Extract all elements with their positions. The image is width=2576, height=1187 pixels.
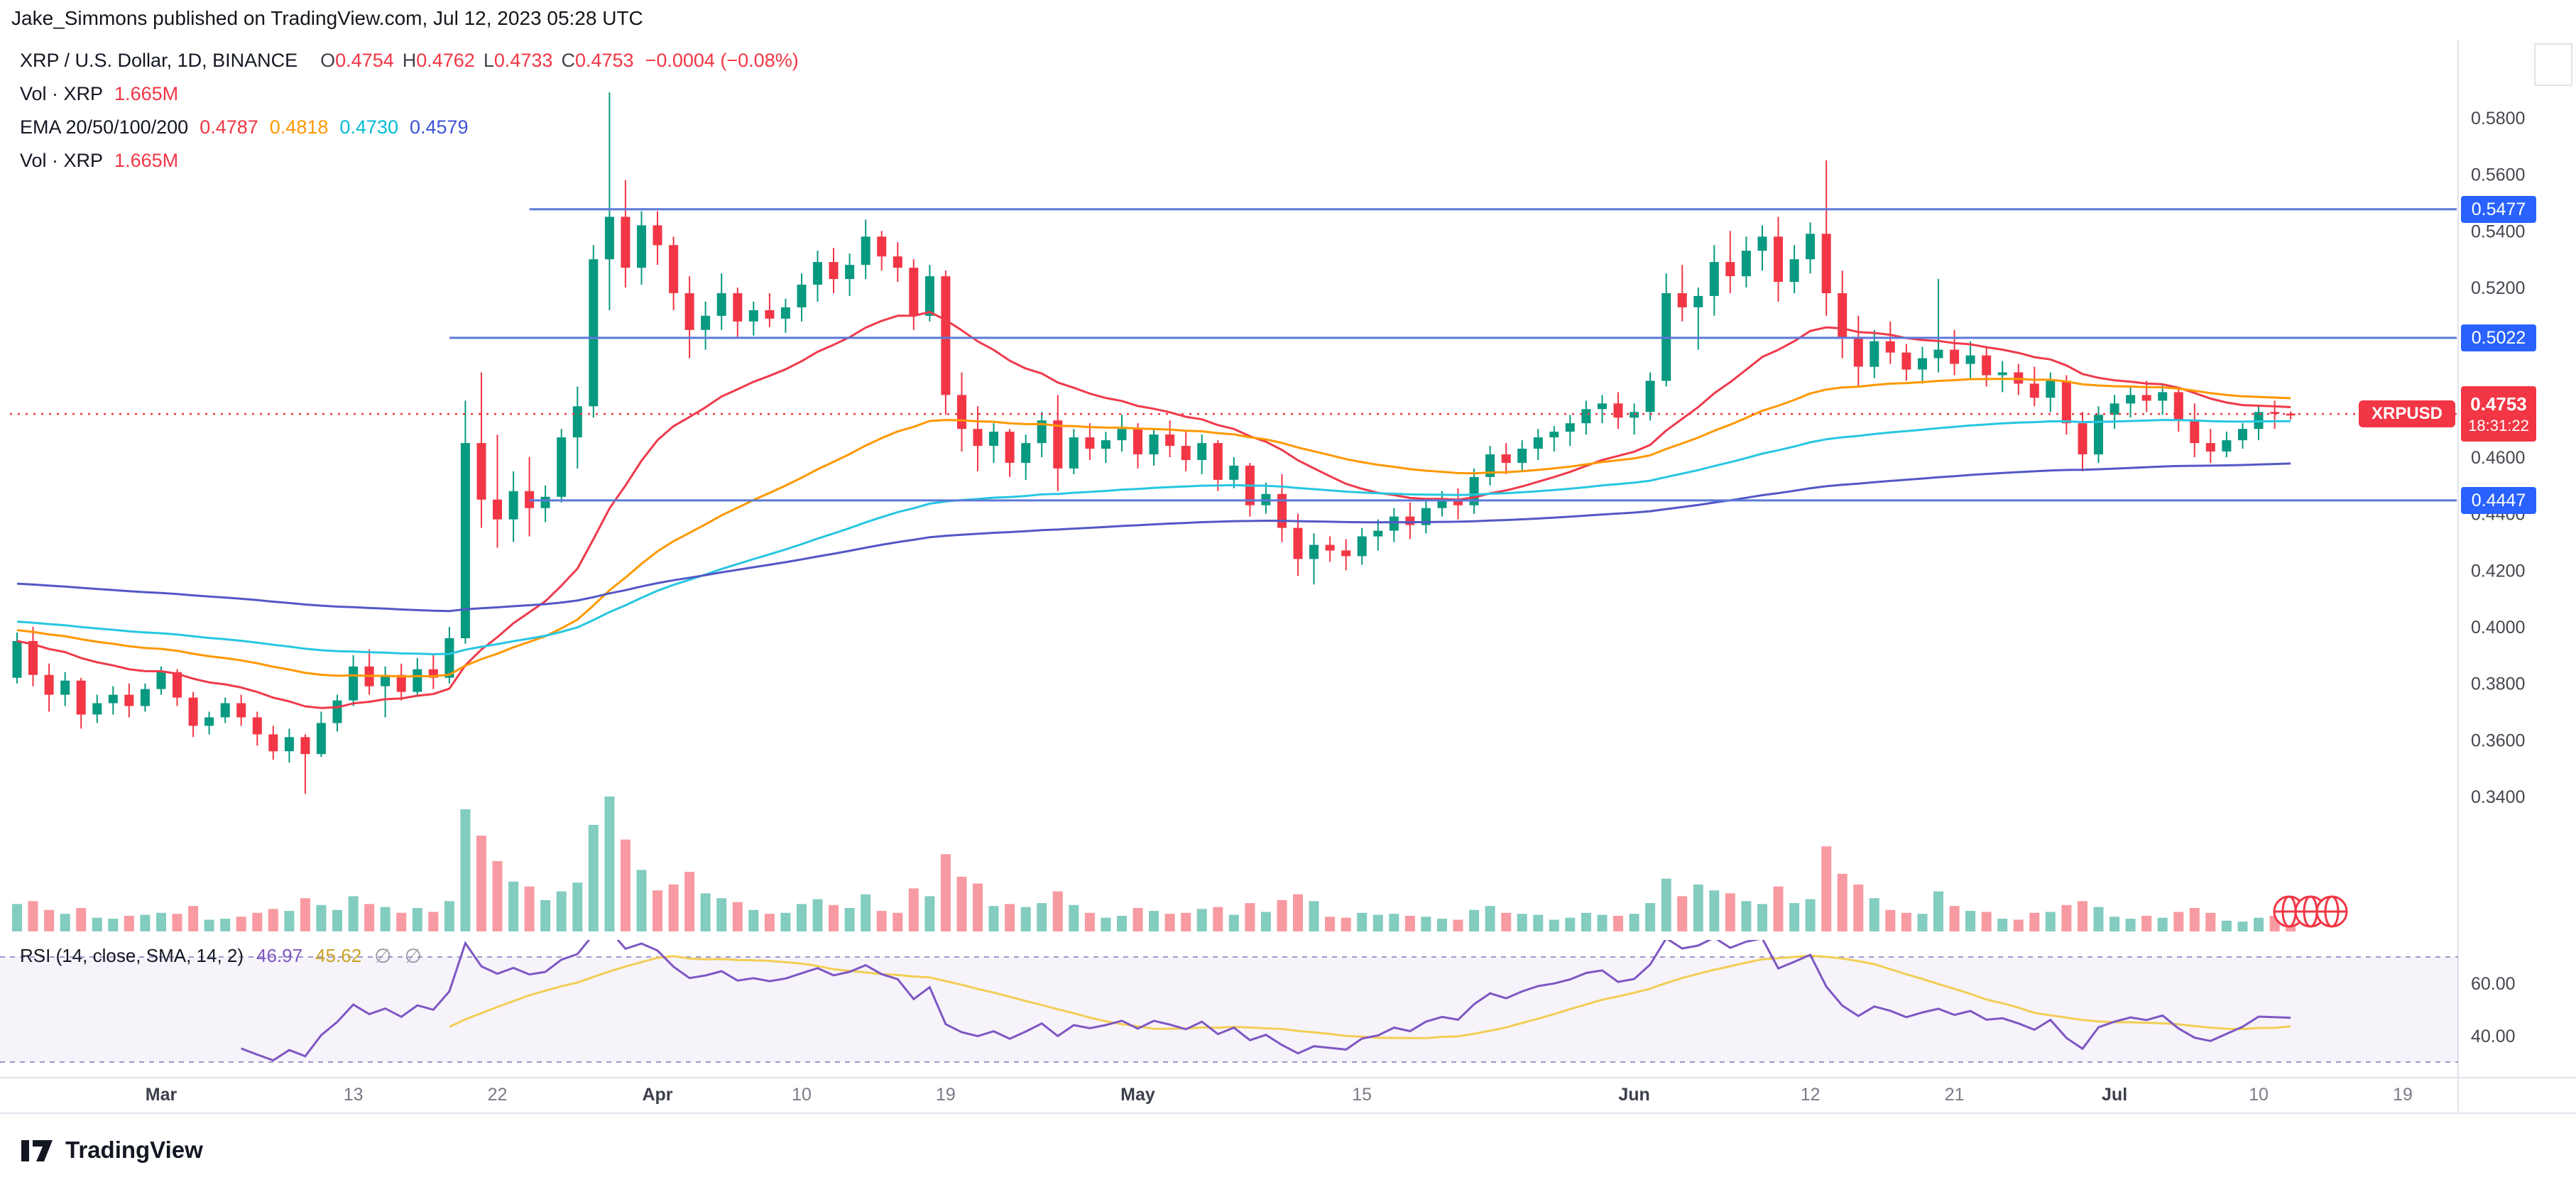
author-name: Jake_Simmons xyxy=(11,7,148,29)
svg-text:0.4800: 0.4800 xyxy=(2471,391,2525,411)
ema20-value: 0.4787 xyxy=(200,116,258,138)
svg-text:22: 22 xyxy=(488,1085,508,1105)
publish-info: published on TradingView.com, Jul 12, 20… xyxy=(147,7,643,29)
separators xyxy=(0,40,2576,1114)
ema-legend-row[interactable]: EMA 20/50/100/200 0.4787 0.4818 0.4730 0… xyxy=(20,111,799,144)
chart-legend: XRP / U.S. Dollar, 1D, BINANCE O 0.4754 H… xyxy=(20,44,799,177)
svg-text:0.5600: 0.5600 xyxy=(2471,165,2525,185)
svg-text:12: 12 xyxy=(1801,1085,1821,1105)
svg-text:0.4000: 0.4000 xyxy=(2471,618,2525,638)
rsi-legend[interactable]: RSI (14, close, SMA, 14, 2) 46.97 45.62 … xyxy=(20,944,422,968)
svg-text:19: 19 xyxy=(2393,1085,2413,1105)
volume-value: 1.665M xyxy=(114,83,179,104)
ema100-value: 0.4730 xyxy=(339,116,398,138)
symbol-legend-row[interactable]: XRP / U.S. Dollar, 1D, BINANCE O 0.4754 H… xyxy=(20,44,799,77)
close-value: 0.4753 xyxy=(574,50,634,71)
volume2-value: 1.665M xyxy=(114,150,179,171)
time-axis: Mar 13 22 Apr 10 19 May 15 Jun 12 21 Jul 10 19 xyxy=(146,1085,2413,1105)
svg-text:0.3400: 0.3400 xyxy=(2471,787,2525,807)
svg-text:0.4200: 0.4200 xyxy=(2471,561,2525,581)
candles xyxy=(12,92,2296,794)
svg-text:13: 13 xyxy=(344,1085,364,1105)
support-resistance-lines xyxy=(449,208,2457,502)
publish-header: Jake_Simmons published on TradingView.co… xyxy=(11,7,643,30)
ema50-value: 0.4818 xyxy=(269,116,329,138)
low-value: 0.4733 xyxy=(493,50,553,71)
rsi-empty-badge-icon: ∅ xyxy=(374,945,392,967)
svg-text:0.5000: 0.5000 xyxy=(2471,335,2525,355)
close-label: C xyxy=(561,50,575,71)
high-label: H xyxy=(402,50,417,71)
rsi-line xyxy=(241,940,2291,1062)
change-value: −0.0004 (−0.08%) xyxy=(645,50,799,71)
svg-text:Mar: Mar xyxy=(146,1085,178,1105)
volume-legend-row[interactable]: Vol · XRP 1.665M xyxy=(20,77,799,111)
rsi-pane xyxy=(0,940,2458,1063)
svg-text:Jun: Jun xyxy=(1618,1085,1649,1105)
price-axis: 0.5800 0.5600 0.5400 0.5200 0.5000 0.4800 0.46… xyxy=(2471,109,2525,1046)
svg-text:0.5200: 0.5200 xyxy=(2471,278,2525,298)
svg-text:May: May xyxy=(1120,1085,1155,1105)
open-label: O xyxy=(320,50,336,71)
svg-text:Apr: Apr xyxy=(642,1085,672,1105)
rsi-value: 46.97 xyxy=(256,945,303,966)
svg-text:0.4600: 0.4600 xyxy=(2471,448,2525,468)
symbol-title[interactable]: XRP / U.S. Dollar, 1D, BINANCE xyxy=(20,50,298,71)
svg-text:0.3600: 0.3600 xyxy=(2471,731,2525,750)
tradingview-brand-text[interactable]: TradingView xyxy=(65,1137,203,1163)
snapshot-globes-icon xyxy=(2272,890,2349,936)
tradingview-logo-icon xyxy=(21,1140,53,1161)
svg-text:0.3800: 0.3800 xyxy=(2471,674,2525,694)
svg-text:15: 15 xyxy=(1352,1085,1372,1105)
svg-text:10: 10 xyxy=(792,1085,812,1105)
tradingview-footer[interactable]: TradingView xyxy=(18,1133,203,1167)
low-label: L xyxy=(483,50,494,71)
svg-text:0.4400: 0.4400 xyxy=(2471,505,2525,525)
svg-text:0.5400: 0.5400 xyxy=(2471,221,2525,241)
svg-text:0.5800: 0.5800 xyxy=(2471,109,2525,128)
volume-bars xyxy=(12,797,2296,931)
svg-text:40.00: 40.00 xyxy=(2471,1027,2516,1046)
rsi-title[interactable]: RSI (14, close, SMA, 14, 2) xyxy=(20,945,244,966)
ema200-value: 0.4579 xyxy=(409,116,469,138)
volume-title[interactable]: Vol · XRP xyxy=(20,83,104,104)
svg-text:19: 19 xyxy=(936,1085,956,1105)
svg-text:Jul: Jul xyxy=(2102,1085,2127,1105)
rsi-empty-badge2-icon: ∅ xyxy=(404,945,422,967)
svg-text:10: 10 xyxy=(2249,1085,2269,1105)
svg-text:21: 21 xyxy=(1945,1085,1965,1105)
ema-title[interactable]: EMA 20/50/100/200 xyxy=(20,116,189,138)
ema-lines xyxy=(16,311,2291,709)
svg-text:60.00: 60.00 xyxy=(2471,974,2516,994)
open-value: 0.4754 xyxy=(335,50,394,71)
high-value: 0.4762 xyxy=(416,50,475,71)
volume2-title[interactable]: Vol · XRP xyxy=(20,150,104,171)
volume2-legend-row[interactable]: Vol · XRP 1.665M xyxy=(20,144,799,177)
rsi-ma-value: 45.62 xyxy=(315,945,362,966)
